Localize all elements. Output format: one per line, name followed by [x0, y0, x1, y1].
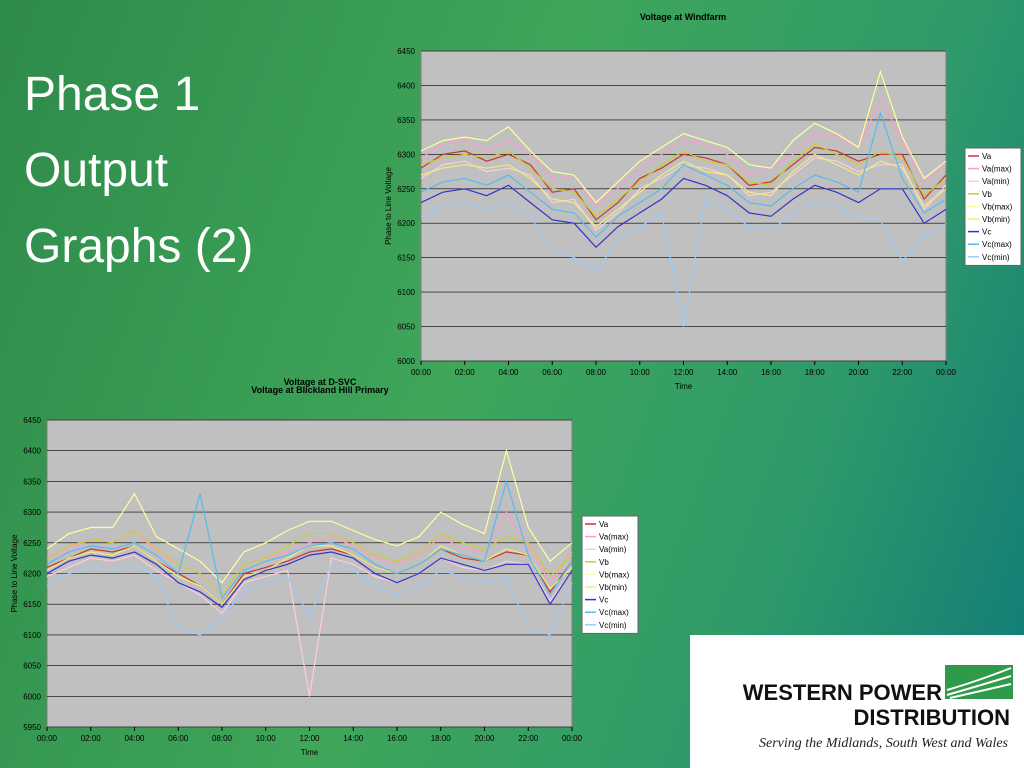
x-tick-label: 08:00 [212, 734, 233, 743]
x-axis-label: Time [675, 382, 693, 391]
y-tick-label: 6100 [397, 288, 415, 297]
x-tick-label: 06:00 [168, 734, 189, 743]
legend-label: Va [982, 152, 992, 161]
x-tick-label: 22:00 [892, 368, 913, 377]
y-tick-label: 6150 [397, 254, 415, 263]
legend-label: Vb(min) [599, 583, 627, 592]
x-tick-label: 00:00 [936, 368, 957, 377]
y-axis-label: Phase to Line Voltage [384, 167, 393, 245]
y-tick-label: 6150 [23, 600, 41, 609]
slide-title: Phase 1 [24, 68, 200, 121]
x-tick-label: 00:00 [37, 734, 58, 743]
series-line [420, 177, 947, 249]
x-tick-label: 16:00 [387, 734, 408, 743]
x-tick-label: 12:00 [299, 734, 320, 743]
chart-title: Voltage at Blickland Hill Primary [251, 385, 388, 395]
legend-label: Vc(max) [982, 240, 1012, 249]
y-tick-label: 6200 [397, 219, 415, 228]
y-tick-label: 6350 [397, 116, 415, 125]
y-axis-label: Phase to Line Voltage [10, 534, 19, 612]
slide-title: Output [24, 144, 168, 197]
x-tick-label: 06:00 [542, 368, 563, 377]
x-tick-label: 10:00 [256, 734, 277, 743]
y-tick-label: 6000 [397, 357, 415, 366]
y-tick-label: 6300 [397, 150, 415, 159]
chart: Voltage at Windfarm 6000 6050 6100 6150 6200 6… [384, 12, 1022, 391]
x-tick-label: 00:00 [562, 734, 583, 743]
x-tick-label: 14:00 [717, 368, 738, 377]
legend-label: Va(min) [599, 545, 627, 554]
y-tick-label: 6300 [23, 508, 41, 517]
series-line [46, 563, 573, 636]
x-tick-label: 16:00 [761, 368, 782, 377]
plot-area [420, 50, 947, 362]
x-tick-label: 10:00 [630, 368, 651, 377]
logo-text: DISTRIBUTION [854, 705, 1010, 730]
x-axis-label: Time [301, 748, 319, 757]
x-tick-label: 12:00 [673, 368, 694, 377]
y-tick-label: 6450 [397, 47, 415, 56]
legend-label: Vb [982, 190, 992, 199]
series-line [420, 153, 947, 228]
legend: Va Va(max) Va(min) Vb Vb(max) Vb(min) Vc Vc(max… [964, 147, 1022, 266]
legend-label: Vb(max) [982, 202, 1013, 211]
series-line [46, 448, 573, 584]
series-line [46, 479, 573, 600]
legend-label: Va(max) [599, 533, 629, 542]
x-tick-label: 14:00 [343, 734, 364, 743]
x-tick-label: 18:00 [805, 368, 826, 377]
legend-label: Vb(max) [599, 570, 630, 579]
chart-title: Voltage at D-SVC [284, 377, 357, 387]
y-tick-label: 6050 [397, 323, 415, 332]
series-line [420, 110, 947, 238]
y-tick-label: 6250 [397, 185, 415, 194]
y-tick-label: 6400 [397, 81, 415, 90]
y-tick-label: 5950 [23, 723, 41, 732]
x-tick-label: 22:00 [518, 734, 539, 743]
series-line [46, 551, 573, 609]
legend-label: Vc [982, 228, 991, 237]
logo-panel [690, 635, 1024, 768]
y-tick-label: 6100 [23, 631, 41, 640]
legend-label: Vb(min) [982, 215, 1010, 224]
logo-tagline: Serving the Midlands, South West and Wal… [759, 736, 1009, 751]
y-tick-label: 6250 [23, 539, 41, 548]
y-tick-label: 6400 [23, 447, 41, 456]
x-tick-label: 02:00 [455, 368, 476, 377]
y-tick-label: 6200 [23, 570, 41, 579]
x-tick-label: 18:00 [431, 734, 452, 743]
x-tick-label: 20:00 [474, 734, 495, 743]
x-tick-label: 04:00 [124, 734, 145, 743]
legend-label: Vc(min) [982, 253, 1010, 262]
series-line [420, 69, 947, 204]
y-tick-label: 6000 [23, 692, 41, 701]
x-tick-label: 20:00 [848, 368, 869, 377]
x-tick-label: 04:00 [498, 368, 519, 377]
legend-label: Va(min) [982, 177, 1010, 186]
series-line [420, 146, 947, 221]
x-tick-label: 02:00 [81, 734, 102, 743]
legend-label: Va(max) [982, 165, 1012, 174]
legend-label: Vc(min) [599, 621, 627, 630]
x-tick-label: 08:00 [586, 368, 607, 377]
logo-mark [945, 665, 1013, 699]
series-line [420, 198, 947, 327]
series-line [420, 143, 947, 218]
legend-label: Vb [599, 558, 609, 567]
y-tick-label: 6350 [23, 477, 41, 486]
legend-label: Vc [599, 596, 608, 605]
legend-label: Vc(max) [599, 608, 629, 617]
legend: Va Va(max) Va(min) Vb Vb(max) Vb(min) Vc Vc(max… [581, 515, 639, 634]
series-line [46, 529, 573, 596]
y-tick-label: 6450 [23, 416, 41, 425]
chart-title: Voltage at Windfarm [640, 12, 726, 22]
y-tick-label: 6050 [23, 662, 41, 671]
logo-text: WESTERN POWER [743, 680, 942, 705]
x-tick-label: 00:00 [411, 368, 432, 377]
slide-title: Graphs (2) [24, 220, 253, 273]
legend-label: Va [599, 520, 609, 529]
